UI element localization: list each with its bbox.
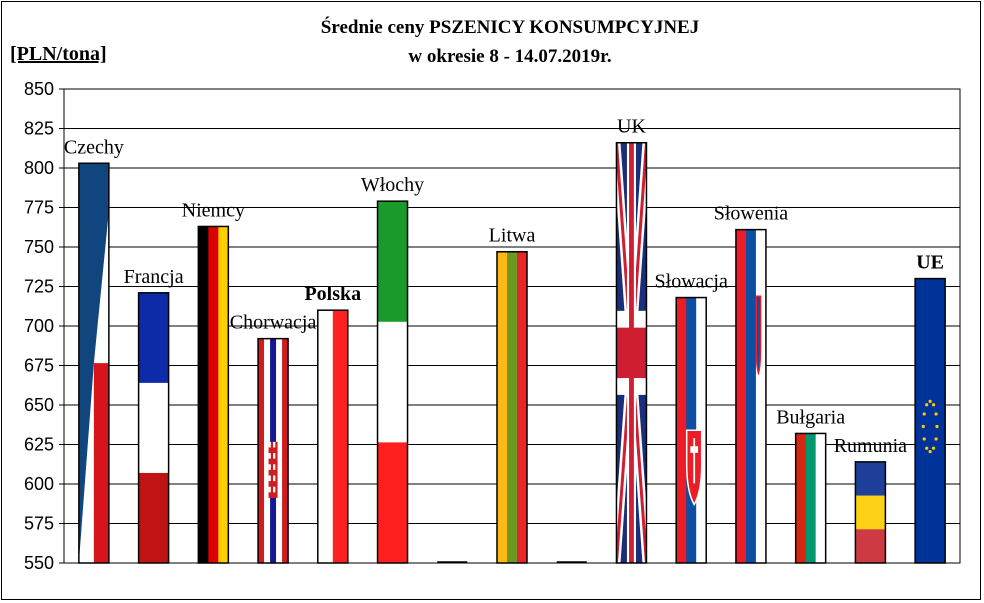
bar <box>197 225 230 564</box>
bar-label: Chorwacja <box>230 312 317 334</box>
y-tick-label: 675 <box>24 356 54 376</box>
y-tick-label: 825 <box>24 119 54 139</box>
chart-subtitle: w okresie 8 - 14.07.2019r. <box>408 46 611 67</box>
bar-label: Niemcy <box>182 199 245 221</box>
bar <box>78 162 110 564</box>
bar-labels: Czechy Francja Niemcy Chorwacja Polska Włochy… <box>64 116 944 457</box>
y-tick-label: 625 <box>24 435 54 455</box>
bar <box>376 200 409 564</box>
bar <box>615 141 648 564</box>
y-tick-label: 725 <box>24 277 54 297</box>
y-tick-label: 775 <box>24 198 54 218</box>
y-axis: 550 575 600 625 650 675 700 725 750 775 800 825 850 <box>24 79 64 573</box>
bar-label: Litwa <box>489 225 536 247</box>
y-tick-label: 850 <box>24 79 54 99</box>
y-axis-label: [PLN/tona] <box>10 43 107 65</box>
bar <box>257 337 289 564</box>
bar-label: Słowenia <box>714 203 789 225</box>
bar-label: Francja <box>124 266 184 288</box>
bar-label: Czechy <box>64 136 124 158</box>
bar <box>914 277 946 564</box>
bar <box>317 309 349 564</box>
bar-label: Bułgaria <box>776 406 845 428</box>
bar-label: UE <box>916 252 944 274</box>
y-tick-label: 600 <box>24 474 54 494</box>
bar <box>735 228 767 564</box>
bar <box>496 250 528 564</box>
bar <box>675 296 707 564</box>
bars <box>78 141 946 564</box>
bar <box>794 432 827 564</box>
y-tick-label: 800 <box>24 158 54 178</box>
bar <box>854 461 887 564</box>
bar-label: UK <box>617 116 646 138</box>
y-tick-label: 575 <box>24 514 54 534</box>
y-tick-label: 550 <box>24 553 54 573</box>
bar <box>137 292 170 564</box>
bar-label: Rumunia <box>834 435 907 457</box>
chart-title: Średnie ceny PSZENICY KONSUMPCYJNEJ <box>321 16 699 38</box>
y-tick-label: 700 <box>24 316 54 336</box>
y-tick-label: 650 <box>24 395 54 415</box>
bar-label: Słowacja <box>655 271 728 293</box>
bar-label: Polska <box>304 283 361 305</box>
bar-label: Włochy <box>361 174 424 196</box>
y-tick-label: 750 <box>24 237 54 257</box>
